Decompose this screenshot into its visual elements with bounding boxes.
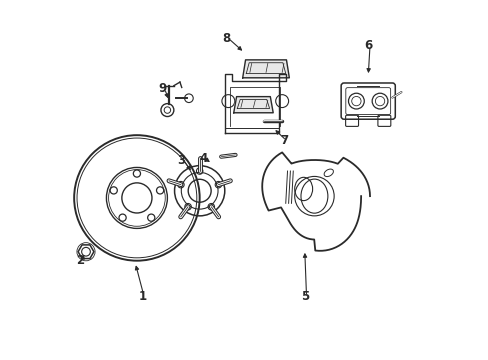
Text: 9: 9: [158, 82, 166, 95]
Text: 8: 8: [222, 32, 230, 45]
Text: 1: 1: [138, 290, 146, 303]
Text: 5: 5: [300, 290, 308, 303]
Text: 4: 4: [199, 152, 207, 165]
Text: 3: 3: [177, 154, 185, 167]
Text: 2: 2: [76, 254, 84, 267]
Polygon shape: [242, 60, 289, 78]
Text: 7: 7: [280, 134, 288, 147]
Text: 6: 6: [364, 39, 371, 52]
Polygon shape: [233, 96, 273, 113]
